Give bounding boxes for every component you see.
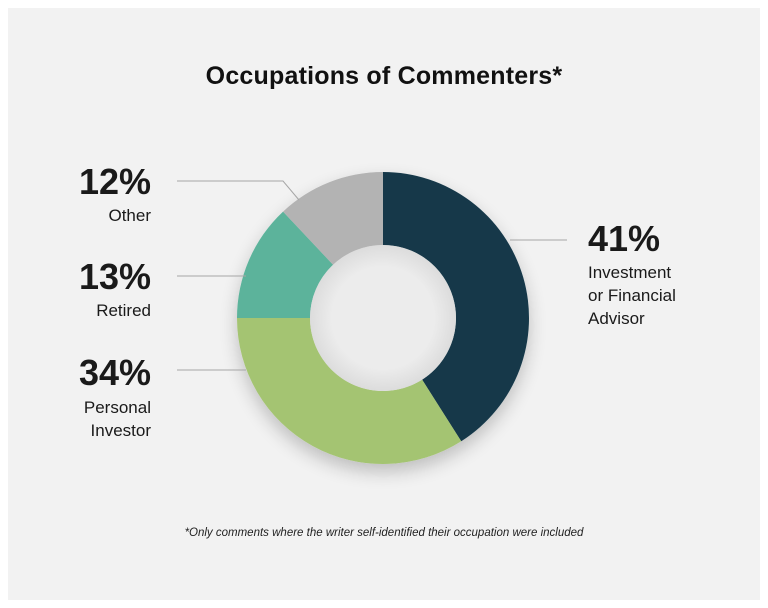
chart-title: Occupations of Commenters* <box>205 62 563 90</box>
category-label-personal-investor: Investor <box>91 421 152 440</box>
donut-hole <box>310 245 456 391</box>
category-label-other: Other <box>108 206 151 225</box>
percent-label-personal-investor: 34% <box>79 352 151 393</box>
category-label-investment-or-financial-advisor: Investment <box>588 263 671 282</box>
percent-label-retired: 13% <box>79 256 151 297</box>
percent-label-other: 12% <box>79 161 151 202</box>
donut-slice-retired <box>237 211 334 318</box>
category-label-investment-or-financial-advisor: or Financial <box>588 286 676 305</box>
footnote: *Only comments where the writer self-ide… <box>184 527 584 539</box>
donut-slice-other <box>283 172 383 265</box>
category-label-personal-investor: Personal <box>84 398 151 417</box>
category-label-investment-or-financial-advisor: Advisor <box>588 309 645 328</box>
leader-line-other <box>177 180 300 201</box>
donut-slice-personal-investor <box>237 318 462 464</box>
percent-label-investment-or-financial-advisor: 41% <box>588 218 660 259</box>
category-label-retired: Retired <box>96 301 151 320</box>
donut-slice-investment-or-financial-advisor <box>383 172 529 442</box>
